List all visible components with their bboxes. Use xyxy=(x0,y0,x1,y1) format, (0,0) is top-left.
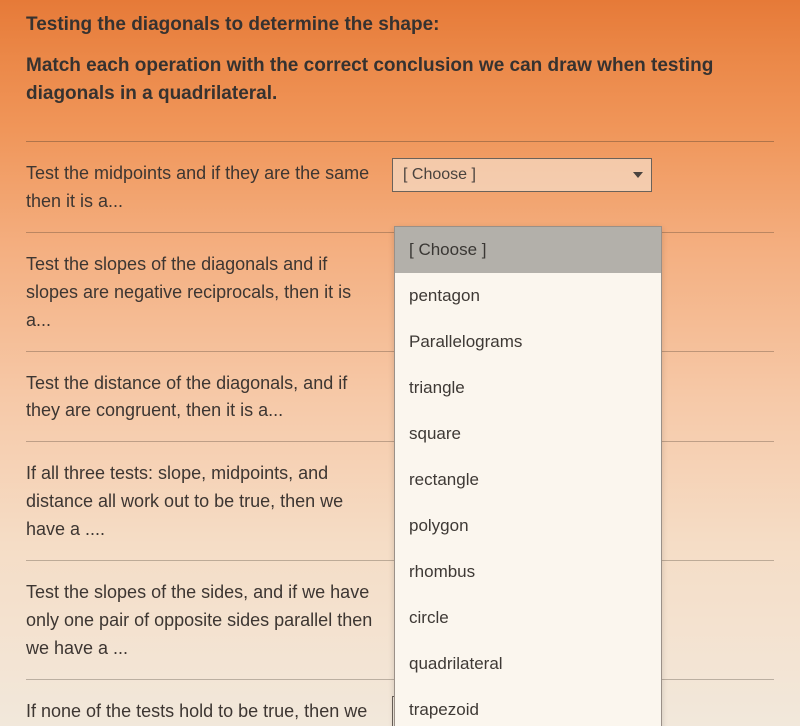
dropdown-option[interactable]: circle xyxy=(395,595,661,641)
dropdown-option[interactable]: polygon xyxy=(395,503,661,549)
chevron-down-icon xyxy=(633,172,643,178)
match-prompt: Test the midpoints and if they are the s… xyxy=(26,156,378,216)
match-prompt: If none of the tests hold to be true, th… xyxy=(26,694,378,726)
match-prompt: If all three tests: slope, midpoints, an… xyxy=(26,456,378,544)
dropdown-option[interactable]: Parallelograms xyxy=(395,319,661,365)
dropdown-option[interactable]: trapezoid xyxy=(395,687,661,726)
shape-dropdown-menu[interactable]: [ Choose ]pentagonParallelogramstriangle… xyxy=(394,226,662,726)
question-title: Testing the diagonals to determine the s… xyxy=(26,14,774,36)
dropdown-option[interactable]: pentagon xyxy=(395,273,661,319)
match-prompt: Test the slopes of the sides, and if we … xyxy=(26,575,378,663)
match-row: Test the midpoints and if they are the s… xyxy=(26,141,774,233)
select-value: [ Choose ] xyxy=(403,166,476,184)
match-prompt: Test the slopes of the diagonals and if … xyxy=(26,247,378,335)
shape-select-open[interactable]: [ Choose ] xyxy=(392,158,652,192)
select-wrap: [ Choose ] xyxy=(392,156,774,192)
dropdown-option[interactable]: rhombus xyxy=(395,549,661,595)
dropdown-option[interactable]: rectangle xyxy=(395,457,661,503)
dropdown-option[interactable]: quadrilateral xyxy=(395,641,661,687)
instructions: Match each operation with the correct co… xyxy=(26,52,774,107)
dropdown-option[interactable]: [ Choose ] xyxy=(395,227,661,273)
dropdown-option[interactable]: square xyxy=(395,411,661,457)
dropdown-option[interactable]: triangle xyxy=(395,365,661,411)
match-prompt: Test the distance of the diagonals, and … xyxy=(26,366,378,426)
